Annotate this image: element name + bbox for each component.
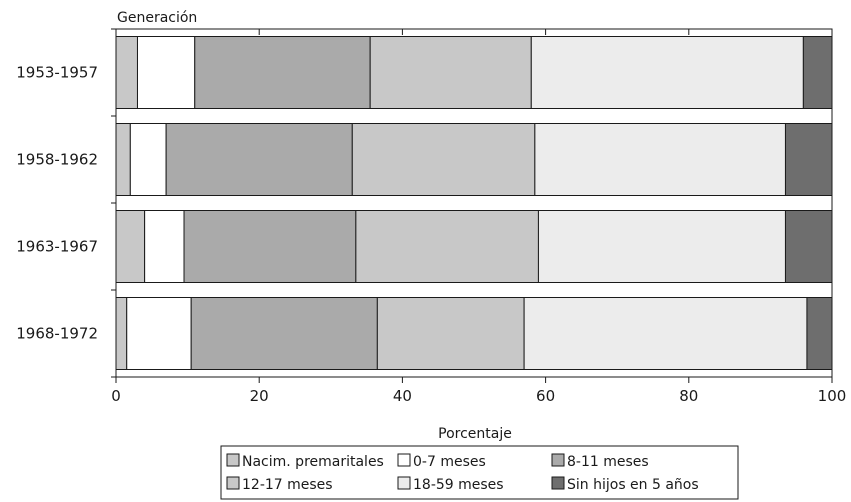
bar-segment-3-1 — [115, 210, 146, 283]
legend-box — [220, 445, 739, 500]
bar-segment-3-5 — [537, 210, 786, 283]
y-tick-label: 1953-1957 — [16, 64, 98, 82]
x-tick-label: 80 — [679, 387, 698, 405]
y-tick-label: 1963-1967 — [16, 238, 98, 256]
bar-segment-3-6 — [784, 210, 833, 283]
legend-swatch — [551, 453, 565, 467]
bar-segment-2-2 — [129, 123, 167, 196]
legend-swatch — [226, 453, 240, 467]
legend-label: 8-11 meses — [567, 454, 649, 470]
bar-segment-4-3 — [190, 297, 378, 370]
x-axis-title: Porcentaje — [438, 426, 512, 442]
bar-segment-1-5 — [530, 36, 804, 109]
bar-segment-4-1 — [115, 297, 128, 370]
bar-segment-4-4 — [376, 297, 525, 370]
bar-segment-2-1 — [115, 123, 131, 196]
legend-swatch — [551, 476, 565, 490]
legend-label: 18-59 meses — [413, 477, 504, 493]
plot-frame — [115, 28, 833, 378]
bar-segment-3-3 — [183, 210, 357, 283]
bar-segment-3-2 — [144, 210, 185, 283]
legend-swatch — [397, 476, 411, 490]
legend: Nacim. premaritales 0-7 meses 8-11 meses 12… — [220, 445, 739, 500]
bar-segment-2-6 — [784, 123, 833, 196]
bar-segment-3-4 — [355, 210, 539, 283]
bar-segment-2-3 — [165, 123, 353, 196]
x-tick-label: 20 — [250, 387, 269, 405]
x-tick-label: 100 — [818, 387, 847, 405]
y-tick-label: 1958-1962 — [16, 151, 98, 169]
legend-swatch — [226, 476, 240, 490]
x-tick-label: 40 — [393, 387, 412, 405]
bar-segment-1-6 — [802, 36, 833, 109]
legend-label: Nacim. premaritales — [242, 454, 384, 470]
legend-label: Sin hijos en 5 años — [567, 477, 699, 493]
bar-segment-1-3 — [194, 36, 371, 109]
bar-segment-2-5 — [534, 123, 786, 196]
y-tick-label: 1968-1972 — [16, 325, 98, 343]
x-tick-label: 0 — [111, 387, 121, 405]
bar-segment-4-5 — [523, 297, 808, 370]
legend-label: 12-17 meses — [242, 477, 333, 493]
x-tick-label: 60 — [536, 387, 555, 405]
bar-segment-4-2 — [126, 297, 192, 370]
legend-label: 0-7 meses — [413, 454, 486, 470]
bar-area — [115, 36, 833, 370]
bar-segment-4-6 — [806, 297, 833, 370]
bar-segment-1-1 — [115, 36, 138, 109]
bar-segment-1-2 — [136, 36, 196, 109]
bar-segment-2-4 — [351, 123, 536, 196]
bar-segment-1-4 — [369, 36, 532, 109]
y-axis-title: Generación — [117, 10, 197, 26]
axes: 1953-1957 1958-1962 1963-1967 1968-1972 0 20 4… — [16, 28, 847, 405]
legend-swatch — [397, 453, 411, 467]
